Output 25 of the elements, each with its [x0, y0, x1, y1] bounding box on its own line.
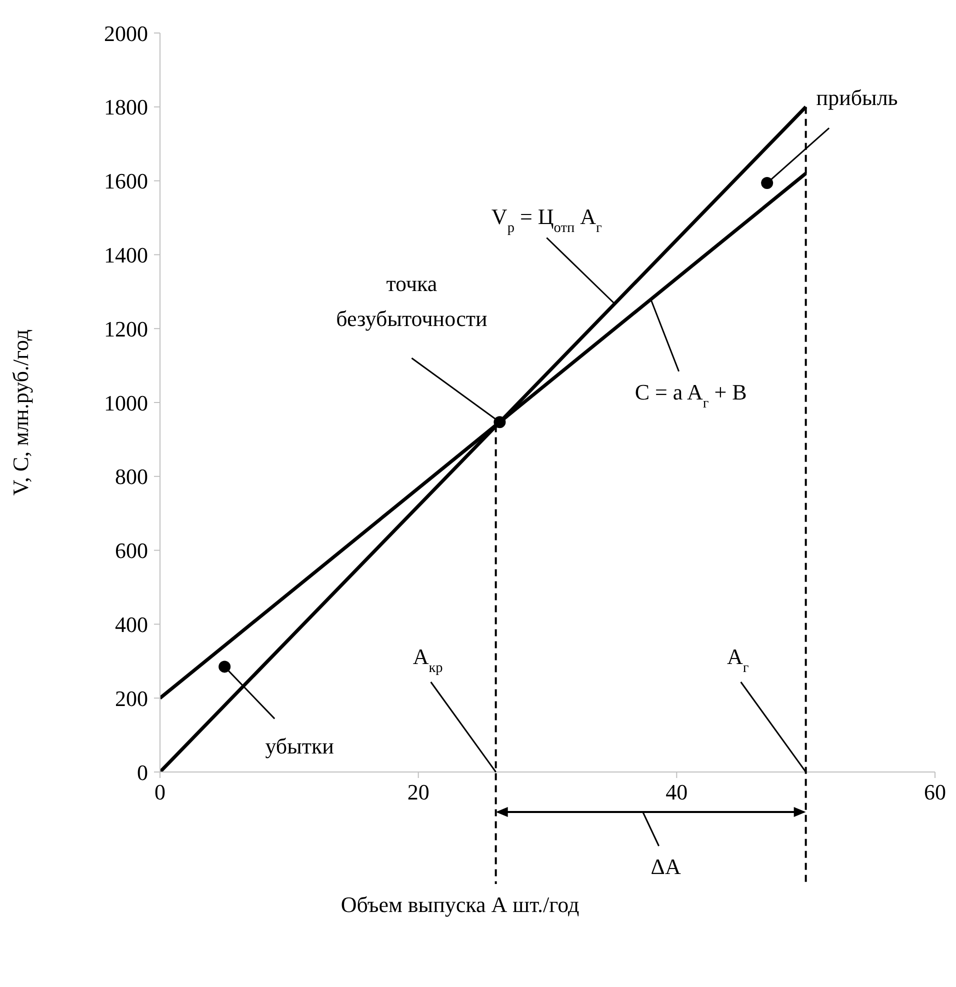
y-tick-label: 1600	[104, 168, 148, 194]
y-tick-label: 1000	[104, 390, 148, 416]
y-axis-title: V, C, млн.руб./год	[8, 329, 33, 496]
y-tick-label: 600	[115, 538, 148, 564]
text: V$_{р}$ = Ц$_{отп}$ A$_{г}$	[491, 204, 602, 236]
y-tick-label: 2000	[104, 20, 148, 46]
annotation: убытки	[265, 734, 334, 759]
y-tick-label: 1200	[104, 316, 148, 342]
y-tick-label: 0	[137, 760, 148, 785]
ref-line-label: A$_{г}$	[726, 644, 749, 676]
x-axis-title: Объем выпуска А шт./год	[340, 892, 580, 917]
ref-line-label: A$_{кр}$	[412, 644, 443, 676]
y-tick-label: 200	[115, 686, 148, 711]
y-tick-label: 400	[115, 612, 148, 638]
annotation: прибыль	[816, 85, 898, 110]
x-tick-label: 0	[154, 780, 166, 805]
y-tick-label: 800	[115, 464, 148, 490]
text: C = a A$_{г}$ + B	[634, 379, 747, 412]
annotation: точка безубыточности	[336, 271, 488, 332]
y-tick-label: 1800	[104, 94, 148, 120]
x-tick-label: 20	[407, 780, 430, 805]
y-tick-label: 1400	[104, 242, 148, 268]
x-tick-label: 60	[924, 780, 946, 805]
text: ΔA	[650, 854, 681, 879]
x-tick-label: 40	[666, 780, 688, 805]
